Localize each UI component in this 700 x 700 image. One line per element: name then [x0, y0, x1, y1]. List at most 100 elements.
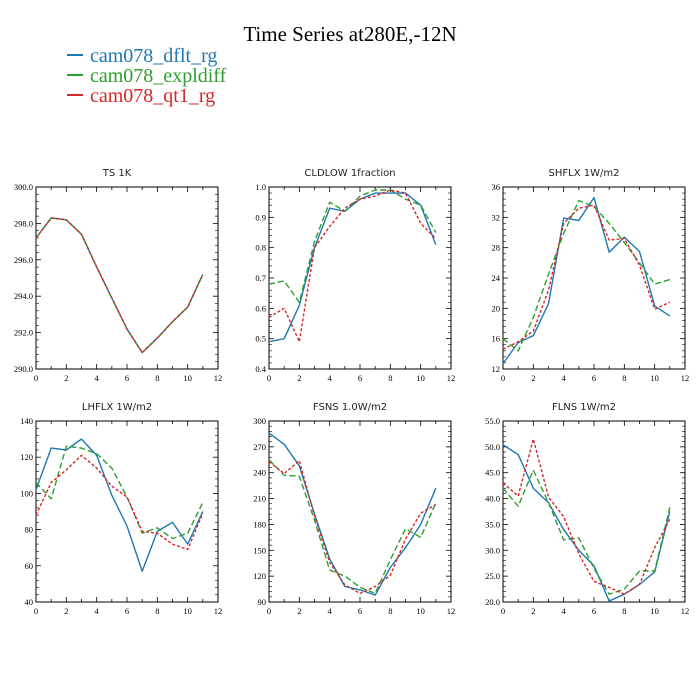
x-tick-label: 4	[562, 606, 567, 616]
y-tick-label: 50.0	[485, 442, 500, 452]
y-tick-label: 30.0	[485, 545, 500, 555]
legend-label-expldiff: cam078_expldiff	[90, 65, 227, 87]
y-tick-label: 55.0	[485, 416, 500, 426]
series-line-qt1	[35, 217, 204, 354]
y-tick-label: 300	[253, 416, 266, 426]
x-tick-label: 6	[592, 373, 596, 383]
x-tick-label: 2	[297, 606, 301, 616]
x-tick-label: 10	[650, 606, 659, 616]
y-tick-label: 24	[492, 273, 501, 283]
y-tick-label: 180	[253, 519, 266, 529]
panel-5: FLNS 1W/m2 0 2 4 6 8 10 12 20.0 25.0 30.0 35.0 40.0 4…	[485, 402, 689, 616]
plot-frame	[35, 420, 219, 603]
x-tick-label: 10	[416, 606, 425, 616]
panel-title: FLNS 1W/m2	[552, 402, 616, 413]
series-line-dflt	[35, 217, 204, 354]
x-tick-label: 12	[214, 606, 223, 616]
y-tick-label: 40.0	[485, 494, 500, 504]
panel-3: LHFLX 1W/m2 0 2 4 6 8 10 12 40 60 80 100 120 140	[20, 402, 222, 616]
panel-0: TS 1K 0 2 4 6 8 10 12 290.0 292.0 294.0 296.0 298.0 3…	[14, 168, 222, 383]
x-tick-label: 12	[447, 606, 456, 616]
y-tick-label: 100	[20, 488, 33, 498]
x-tick-label: 8	[388, 606, 392, 616]
x-tick-label: 0	[267, 606, 271, 616]
x-tick-label: 6	[592, 606, 596, 616]
y-tick-label: 120	[253, 571, 266, 581]
x-tick-label: 4	[95, 606, 100, 616]
series-line-dflt	[502, 444, 671, 602]
x-tick-label: 0	[267, 373, 271, 383]
legend-label-dflt: cam078_dflt_rg	[90, 45, 217, 67]
plot-frame	[268, 420, 452, 603]
panel-title: LHFLX 1W/m2	[82, 402, 152, 413]
series-line-expldiff	[35, 217, 204, 354]
plot-frame	[35, 186, 219, 370]
x-tick-label: 6	[125, 606, 129, 616]
x-tick-label: 0	[501, 606, 505, 616]
panel-1: CLDLOW 1fraction 0 2 4 6 8 10 12 0.4 0.5 0.6 0.7 0.8…	[255, 168, 455, 383]
y-tick-label: 45.0	[485, 468, 500, 478]
x-tick-label: 4	[95, 373, 100, 383]
series-line-expldiff	[268, 189, 437, 303]
y-tick-label: 298.0	[14, 218, 33, 228]
y-tick-label: 32	[492, 212, 501, 222]
y-tick-label: 16	[492, 334, 501, 344]
series-line-qt1	[268, 459, 437, 595]
series-line-qt1	[35, 454, 204, 551]
y-tick-label: 0.6	[255, 303, 266, 313]
x-tick-label: 10	[183, 373, 192, 383]
y-tick-label: 150	[253, 545, 266, 555]
y-tick-label: 0.7	[255, 273, 266, 283]
x-tick-label: 0	[34, 373, 38, 383]
x-tick-label: 10	[416, 373, 425, 383]
series-line-expldiff	[35, 445, 204, 540]
x-tick-label: 6	[125, 373, 129, 383]
x-tick-label: 2	[64, 606, 68, 616]
y-tick-label: 0.8	[255, 243, 266, 253]
x-tick-label: 10	[183, 606, 192, 616]
y-tick-label: 1.0	[255, 182, 266, 192]
x-tick-label: 12	[681, 606, 690, 616]
x-tick-label: 6	[358, 373, 362, 383]
y-tick-label: 292.0	[14, 328, 33, 338]
series-line-qt1	[268, 189, 437, 343]
y-tick-label: 40	[25, 597, 34, 607]
panel-title: TS 1K	[102, 168, 132, 179]
figure-title: Time Series at280E,-12N	[243, 22, 456, 46]
y-tick-label: 0.9	[255, 212, 266, 222]
series-line-qt1	[502, 438, 671, 595]
y-tick-label: 296.0	[14, 255, 33, 265]
y-tick-label: 36	[492, 182, 501, 192]
legend-label-qt1: cam078_qt1_rg	[90, 85, 215, 107]
series-line-dflt	[502, 196, 671, 365]
panel-title: CLDLOW 1fraction	[304, 168, 395, 179]
y-tick-label: 20.0	[485, 597, 500, 607]
y-tick-label: 20	[492, 303, 501, 313]
x-tick-label: 2	[64, 373, 68, 383]
x-tick-label: 6	[358, 606, 362, 616]
y-tick-label: 60	[25, 561, 34, 571]
x-tick-label: 12	[447, 373, 456, 383]
x-tick-label: 2	[531, 606, 535, 616]
x-tick-label: 4	[562, 373, 567, 383]
panel-title: SHFLX 1W/m2	[549, 168, 620, 179]
x-tick-label: 8	[388, 373, 392, 383]
y-tick-label: 240	[253, 468, 266, 478]
y-tick-label: 0.5	[255, 334, 266, 344]
x-tick-label: 2	[297, 373, 301, 383]
legend: cam078_dflt_rg cam078_expldiff cam078_qt…	[67, 45, 227, 107]
y-tick-label: 28	[492, 243, 501, 253]
series-line-dflt	[35, 438, 204, 572]
x-tick-label: 0	[501, 373, 505, 383]
y-tick-label: 210	[253, 494, 266, 504]
y-tick-label: 290.0	[14, 364, 33, 374]
y-tick-label: 140	[20, 416, 33, 426]
y-tick-label: 80	[25, 525, 34, 535]
plot-frame	[502, 186, 686, 370]
series-line-expldiff	[502, 199, 671, 352]
panel-4: FSNS 1.0W/m2 0 2 4 6 8 10 12 90 120 150 180 210 240 27…	[253, 402, 455, 616]
x-tick-label: 4	[328, 606, 333, 616]
y-tick-label: 120	[20, 452, 33, 462]
y-tick-label: 270	[253, 442, 266, 452]
